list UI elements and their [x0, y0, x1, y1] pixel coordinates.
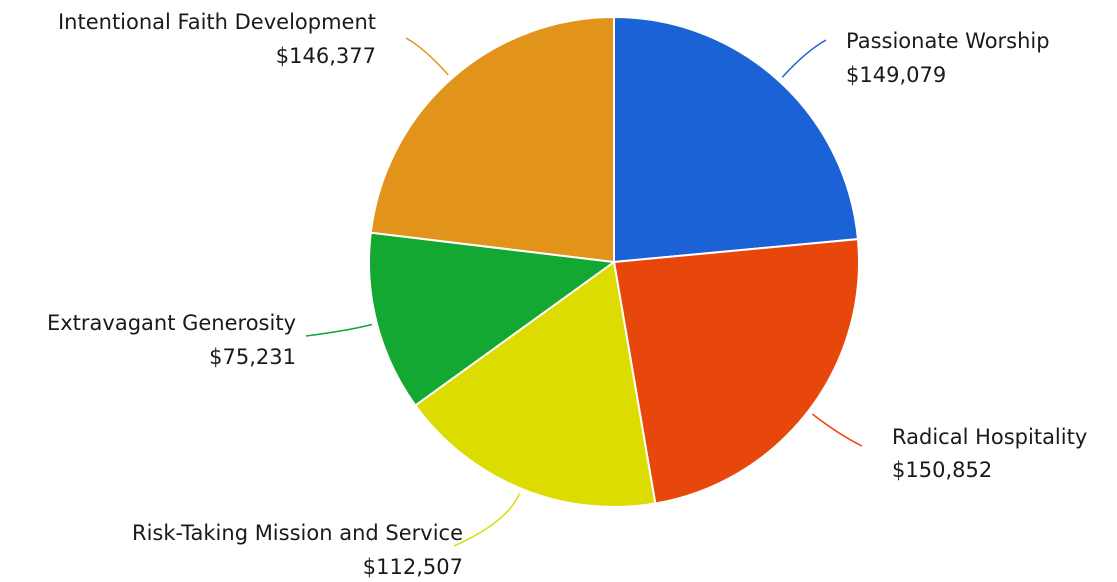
slice-value-passionate-worship: $149,079	[846, 63, 946, 87]
slice-label-passionate-worship: Passionate Worship	[846, 29, 1050, 53]
slice-label-risk-taking-mission: Risk-Taking Mission and Service	[132, 521, 463, 545]
slice-value-risk-taking-mission: $112,507	[363, 555, 463, 579]
pie-slice-intentional-faith-development	[369, 15, 615, 264]
leader-line-extravagant-generosity	[305, 323, 373, 337]
pie-slice-passionate-worship	[613, 15, 860, 264]
leader-lines	[305, 37, 863, 547]
slice-value-extravagant-generosity: $75,231	[209, 345, 296, 369]
leader-line-radical-hospitality	[811, 413, 863, 447]
pie-slices	[368, 15, 860, 508]
slice-label-intentional-faith-development: Intentional Faith Development	[58, 10, 376, 34]
slice-value-intentional-faith-development: $146,377	[276, 44, 376, 68]
slice-labels: Passionate Worship $149,079 Radical Hosp…	[47, 10, 1087, 579]
leader-line-risk-taking-mission-and-service	[453, 493, 521, 547]
pie-slice-extravagant-generosity	[368, 231, 617, 407]
slice-value-radical-hospitality: $150,852	[892, 458, 992, 482]
leader-line-intentional-faith-development	[405, 37, 449, 76]
slice-label-radical-hospitality: Radical Hospitality	[892, 425, 1087, 449]
pie-slice-risk-taking-mission-and-service	[413, 260, 657, 508]
leader-line-passionate-worship	[781, 39, 827, 78]
pie-slice-radical-hospitality	[612, 238, 860, 505]
slice-label-extravagant-generosity: Extravagant Generosity	[47, 311, 296, 335]
